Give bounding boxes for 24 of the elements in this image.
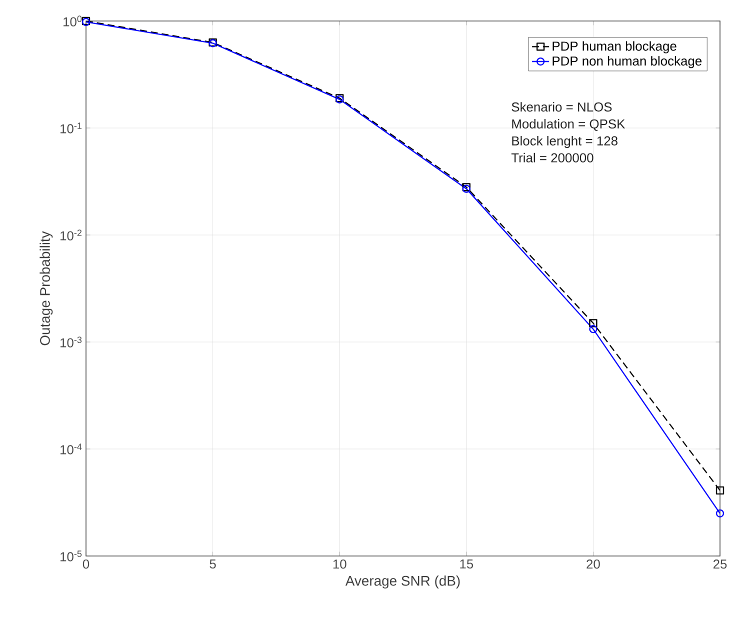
y-tick-label: 10$^{-4}$ (60, 444, 82, 454)
x-tick-label: 10 (333, 560, 346, 569)
x-tick-label: 25 (713, 560, 727, 569)
annotation: Block lenght = 128 (512, 136, 618, 148)
point (716, 486, 724, 495)
y-tick-label: 10$^{-2}$ (60, 230, 82, 240)
point (589, 319, 598, 328)
annotation: Trial = 200000 (511, 152, 594, 162)
legend-label: PDP non human blockage (552, 56, 702, 68)
x-axis-title: Average SNR (dB) (345, 576, 460, 589)
y-axis-title: Outage Probability (40, 231, 53, 346)
x-tick-label: 15 (460, 560, 474, 569)
annotation: Modulation = QPSK (512, 119, 626, 131)
point (589, 325, 598, 334)
y-tick-label: 10$^{-1}$ (60, 122, 82, 134)
legend-label: PDP human blockage (552, 41, 676, 54)
annotation: Skenario = NLOS (512, 102, 612, 112)
x-tick-label: 0 (82, 560, 90, 569)
y-tick-label: 10$^{-5}$ (60, 550, 82, 562)
y-tick-label: 10$^{-3}$ (60, 336, 82, 348)
x-tick-label: 5 (210, 560, 216, 569)
point (716, 509, 724, 518)
y-tick-label: 10$^{0}$ (64, 16, 82, 26)
x-tick-label: 20 (586, 560, 600, 569)
